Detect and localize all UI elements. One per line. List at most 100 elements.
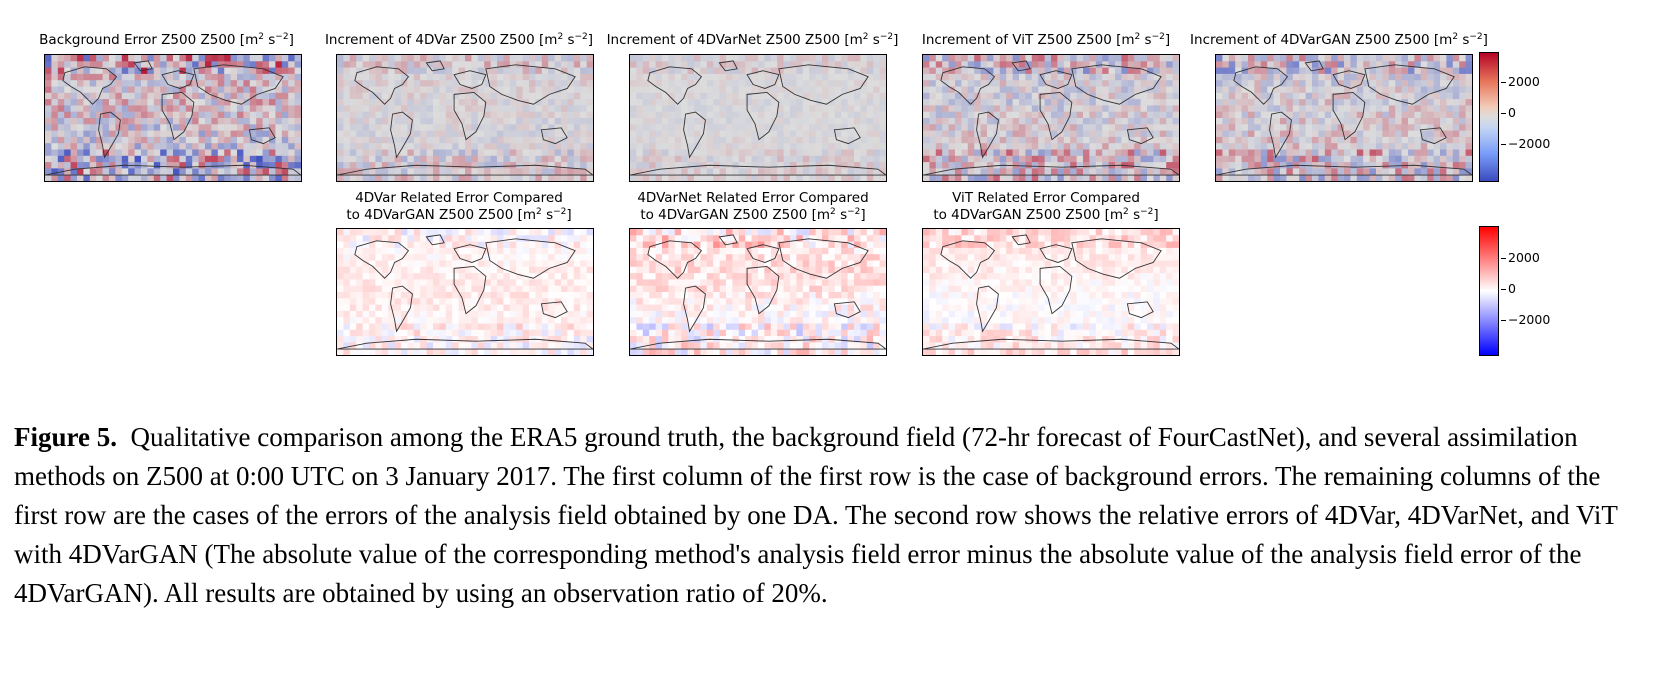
field-cell <box>1324 168 1332 176</box>
field-cell <box>541 168 549 176</box>
field-cell <box>1260 86 1268 94</box>
field-cell <box>802 143 810 150</box>
field-cell <box>758 55 765 62</box>
field-cell <box>1401 168 1409 176</box>
field-cell <box>1006 136 1013 144</box>
field-cell <box>567 174 575 181</box>
field-cell <box>764 92 772 100</box>
field-cell <box>445 342 453 350</box>
field-cell <box>381 149 389 157</box>
field-cell <box>237 143 244 150</box>
field-cell <box>57 143 65 150</box>
field-cell <box>879 162 886 169</box>
field-cell <box>1331 86 1338 94</box>
field-cell <box>1172 67 1179 75</box>
field-cell <box>1159 143 1167 150</box>
field-cell <box>115 105 123 113</box>
field-cell <box>573 174 581 181</box>
field-cell <box>955 162 962 169</box>
field-cell <box>548 279 555 287</box>
field-cell <box>388 136 395 144</box>
field-cell <box>1241 111 1249 119</box>
field-cell <box>1241 55 1249 62</box>
field-cell <box>929 143 937 150</box>
field-cell <box>128 149 135 157</box>
field-cell <box>128 124 135 131</box>
field-cell <box>1012 130 1020 138</box>
field-cell <box>694 111 701 119</box>
field-cell <box>439 304 447 312</box>
field-cell <box>256 61 263 68</box>
field-cell <box>224 149 231 157</box>
field-cell <box>388 124 395 131</box>
field-cell <box>586 111 593 119</box>
panel-title-text: Increment of 4DVarNet Z500 Z500 [m <box>606 32 863 48</box>
field-cell <box>1408 73 1415 81</box>
field-cell <box>388 162 395 169</box>
field-cell <box>573 323 581 331</box>
field-cell <box>1089 73 1097 81</box>
field-cell <box>1019 105 1026 113</box>
field-cell <box>1440 105 1447 113</box>
field-cell <box>713 235 720 242</box>
field-cell <box>185 86 193 94</box>
field-cell <box>567 67 575 75</box>
field-cell <box>1280 67 1287 75</box>
field-cell <box>642 162 650 169</box>
field-cell <box>452 310 459 318</box>
field-cell <box>375 61 383 68</box>
field-cell <box>942 99 949 106</box>
field-cell <box>961 168 969 176</box>
field-cell <box>1414 55 1422 62</box>
field-cell <box>509 323 517 331</box>
field-cell <box>426 285 434 293</box>
coastline <box>453 70 487 89</box>
field-cell <box>1376 92 1383 100</box>
field-cell <box>1465 86 1472 94</box>
field-cell <box>649 92 656 100</box>
field-cell <box>1083 99 1090 106</box>
field-cell <box>413 143 421 150</box>
field-cell <box>1312 130 1319 138</box>
field-cell <box>961 136 969 144</box>
field-cell <box>828 124 836 131</box>
field-cell <box>1337 174 1345 181</box>
field-cell <box>343 136 351 144</box>
field-cell <box>375 124 383 131</box>
field-cell <box>1153 99 1161 106</box>
field-cell <box>420 80 427 87</box>
field-cell <box>375 329 383 337</box>
field-cell <box>586 279 593 287</box>
field-cell <box>999 118 1007 125</box>
field-cell <box>854 162 861 169</box>
field-cell <box>198 174 206 181</box>
field-cell <box>860 143 868 150</box>
field-cell <box>668 143 676 150</box>
field-cell <box>1344 136 1351 144</box>
field-cell <box>764 80 772 87</box>
field-cell <box>490 241 498 249</box>
field-cell <box>1260 80 1268 87</box>
field-cell <box>879 99 886 106</box>
field-cell <box>388 323 395 331</box>
field-cell <box>866 136 874 144</box>
field-cell <box>751 235 759 242</box>
field-cell <box>369 168 376 176</box>
field-cell <box>1102 73 1109 81</box>
field-cell <box>115 99 123 106</box>
field-cell <box>1280 168 1287 176</box>
field-cell <box>185 73 193 81</box>
field-cell <box>674 99 682 106</box>
field-cell <box>873 229 880 236</box>
field-cell <box>567 136 575 144</box>
coastline <box>630 164 886 176</box>
field-cell <box>1337 118 1345 125</box>
coastline <box>718 60 738 72</box>
field-cell <box>490 168 498 176</box>
field-cell <box>548 273 555 280</box>
field-cell <box>57 111 65 119</box>
field-cell <box>269 136 276 144</box>
field-cell <box>369 130 376 138</box>
field-cell <box>1222 61 1230 68</box>
field-cell <box>1006 130 1013 138</box>
